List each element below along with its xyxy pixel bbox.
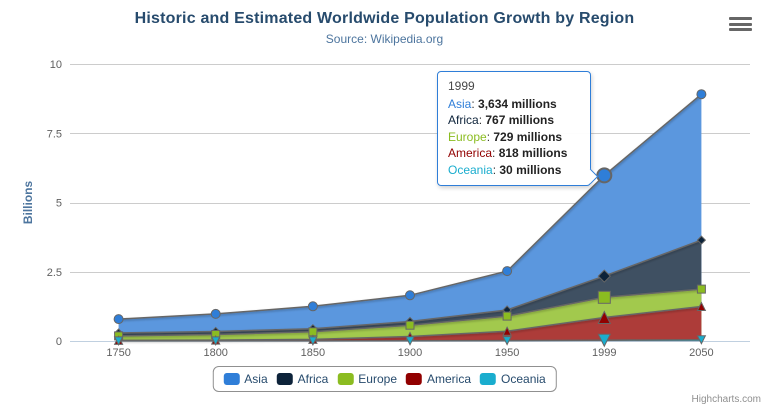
area-america[interactable] <box>118 306 702 342</box>
legend-label: Oceania <box>501 372 546 386</box>
marker-asia-1800[interactable] <box>210 308 221 319</box>
marker-asia-1900[interactable] <box>405 290 415 301</box>
legend: Asia Africa Europe America Oceania <box>212 366 557 392</box>
legend-item-america[interactable]: America <box>406 372 471 386</box>
legend-item-asia[interactable]: Asia <box>223 372 268 386</box>
legend-label: Africa <box>297 372 329 386</box>
x-axis-label: 1950 <box>495 347 519 359</box>
marker-oceania-1999[interactable] <box>597 333 612 348</box>
y-axis-label: 2.5 <box>47 267 62 279</box>
x-axis-label: 1999 <box>592 347 616 359</box>
chart-subtitle: Source: Wikipedia.org <box>325 32 444 46</box>
series-areas <box>118 94 702 342</box>
y-axis-labels: 0 2.5 5 7.5 10 <box>47 59 62 348</box>
tooltip-row-america: America: 818 millions <box>448 146 568 160</box>
marker-oceania-1900[interactable] <box>405 336 415 346</box>
tooltip-header: 1999 <box>448 79 475 93</box>
legend-swatch-oceania <box>480 373 497 385</box>
marker-europe-1950[interactable] <box>502 311 512 321</box>
credits-link[interactable]: Highcharts.com <box>691 394 761 405</box>
x-axis-label: 2050 <box>689 347 713 359</box>
y-axis-label: 7.5 <box>47 128 62 140</box>
marker-oceania-1850[interactable] <box>308 336 318 347</box>
marker-america-2050[interactable] <box>696 301 707 311</box>
marker-america-1950[interactable] <box>502 326 512 336</box>
legend-item-oceania[interactable]: Oceania <box>480 372 546 386</box>
tooltip-row-oceania: Oceania: 30 millions <box>448 162 562 177</box>
marker-asia-1950[interactable] <box>502 266 513 277</box>
x-axis-label: 1800 <box>203 347 227 359</box>
y-axis-label: 5 <box>56 198 62 210</box>
x-axis-label: 1900 <box>398 347 422 359</box>
legend-swatch-america <box>406 373 423 385</box>
x-axis-label: 1850 <box>301 347 325 359</box>
marker-oceania-2050[interactable] <box>696 335 707 345</box>
tooltip: 1999 Asia: 3,634 millions Africa: 767 mil… <box>437 71 599 186</box>
chart-title: Historic and Estimated Worldwide Populat… <box>134 10 635 27</box>
marker-america-1999[interactable] <box>597 310 612 324</box>
area-asia[interactable] <box>118 94 702 341</box>
x-axis-labels: 1750 1800 1850 1900 1950 1999 2050 <box>106 347 713 359</box>
legend-item-africa[interactable]: Africa <box>276 372 329 386</box>
marker-europe-2050[interactable] <box>696 284 706 294</box>
marker-africa-1999[interactable] <box>597 269 612 283</box>
marker-oceania-1750[interactable] <box>113 336 124 347</box>
marker-asia-1999[interactable] <box>596 167 613 184</box>
tooltip-row-africa: Africa: 767 millions <box>448 113 555 127</box>
marker-africa-2050[interactable] <box>696 235 707 245</box>
marker-europe-1999[interactable] <box>597 290 611 304</box>
legend-swatch-europe <box>337 373 354 385</box>
legend-label: America <box>427 372 472 386</box>
y-axis-label: 10 <box>50 59 62 71</box>
markers-oceania <box>113 333 707 348</box>
tooltip-row-europe: Europe: 729 millions <box>448 129 563 144</box>
marker-oceania-1950[interactable] <box>502 336 512 346</box>
x-axis-label: 1750 <box>106 347 130 359</box>
markers-europe <box>114 284 706 341</box>
marker-asia-1750[interactable] <box>113 314 124 325</box>
marker-asia-1850[interactable] <box>307 301 318 312</box>
export-menu-hamburger-icon[interactable] <box>729 17 752 32</box>
y-axis-label: 0 <box>56 336 62 348</box>
legend-label: Europe <box>358 372 398 386</box>
legend-swatch-africa <box>276 373 293 385</box>
marker-asia-2050[interactable] <box>696 89 707 100</box>
tooltip-row-asia: Asia: 3,634 millions <box>448 96 557 111</box>
legend-label: Asia <box>244 372 268 386</box>
series-markers <box>113 89 707 348</box>
marker-europe-1900[interactable] <box>405 320 415 330</box>
legend-item-europe[interactable]: Europe <box>337 372 397 386</box>
marker-oceania-1800[interactable] <box>210 336 221 347</box>
y-axis-title: Billions <box>21 181 35 225</box>
legend-swatch-asia <box>223 373 240 385</box>
markers-asia <box>113 89 707 325</box>
